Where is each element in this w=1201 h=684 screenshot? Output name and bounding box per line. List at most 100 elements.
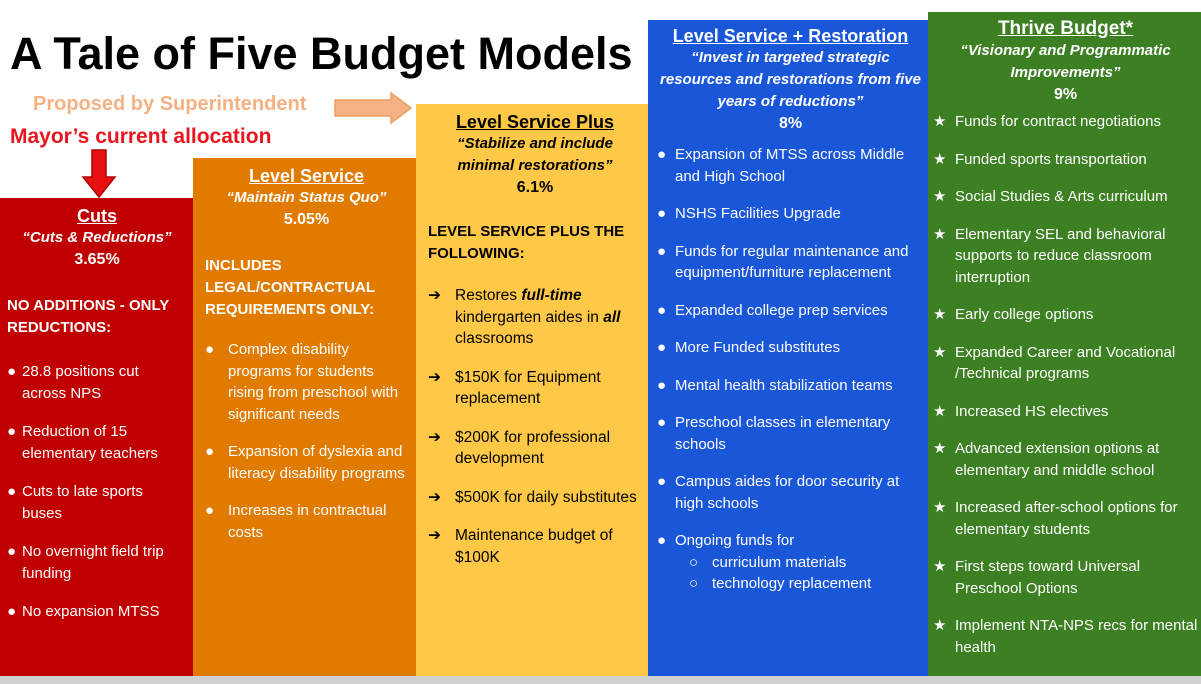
level-service-plus-list: ➔ Restores full-time kindergarten aides i… [428, 285, 642, 568]
list-item: ★ Elementary SEL and behavioral supports … [933, 225, 1166, 286]
list-item: ● Expanded college prep services [657, 300, 924, 322]
list-item: ★ Social Studies & Arts curriculum [932, 186, 1199, 208]
list-item: ● No overnight field trip funding [7, 543, 164, 582]
bullet-icon: ● [657, 473, 667, 490]
list-item: ★ Funded sports transportation [932, 149, 1199, 171]
column-percent: 8% [778, 115, 803, 132]
arrow-bullet-icon: ➔ [428, 488, 441, 506]
star-icon: ★ [933, 113, 947, 130]
list-item: ● Reduction of 15 elementary teachers [7, 423, 158, 462]
bullet-icon: ● [657, 146, 667, 163]
bullet-icon: ● [7, 363, 17, 380]
list-item: ● No expansion MTSS [7, 601, 187, 623]
column-intro: LEVEL SERVICE PLUS THE FOLLOWING: [428, 223, 625, 262]
list-item: ➔ Maintenance budget of $100K [428, 527, 613, 566]
column-tagline: “Invest in targeted strategic resources … [660, 49, 921, 110]
list-item: ★ Advanced extension options at elementar… [933, 440, 1160, 479]
star-icon: ★ [933, 440, 947, 457]
arrow-down-icon [81, 149, 117, 199]
bullet-icon: ● [657, 532, 667, 549]
list-item: ● 28.8 positions cut across NPS [7, 363, 139, 402]
bullet-icon: ● [657, 205, 667, 222]
list-item: ★ Increased HS electives [932, 401, 1199, 423]
bullet-icon: ● [657, 339, 667, 356]
list-item: ● More Funded substitutes [657, 337, 924, 359]
arrow-bullet-icon: ➔ [428, 368, 441, 386]
column-intro: INCLUDES LEGAL/CONTRACTUAL REQUIREMENTS … [205, 257, 375, 318]
thrive-budget-list: ★ Funds for contract negotiations ★ Funded… [932, 111, 1199, 658]
list-item: ★ Expanded Career and Vocational /Technic… [933, 343, 1176, 383]
list-item: ● Preschool classes in elementary schools [657, 414, 891, 453]
list-item: ➔ $200K for professional development [428, 428, 611, 468]
list-item: ● Campus aides for door security at high … [657, 473, 900, 512]
column-tagline: “Cuts & Reductions” [22, 229, 172, 246]
footer-bar [0, 676, 1201, 684]
arrow-bullet-icon: ➔ [428, 527, 441, 544]
sub-list-item: ○ curriculum materials [675, 552, 924, 574]
thrive-budget-column: Thrive Budget* “Visionary and Programmat… [928, 12, 1201, 676]
list-item: ● Expansion of dyslexia and literacy disa… [205, 443, 405, 482]
circle-bullet-icon: ○ [689, 575, 699, 592]
bullet-icon: ● [205, 502, 215, 519]
level-service-list: ● Complex disability programs for student… [205, 339, 408, 543]
page-title: A Tale of Five Budget Models [10, 28, 633, 79]
star-icon: ★ [933, 499, 947, 516]
list-item: ● NSHS Facilities Upgrade [657, 203, 924, 225]
bullet-icon: ● [7, 603, 17, 620]
bullet-icon: ● [657, 376, 667, 394]
column-name: Level Service Plus [455, 112, 615, 132]
restoration-list: ● Expansion of MTSS across Middle and Hig… [657, 144, 924, 595]
cuts-list: ● 28.8 positions cut across NPS ● Reductio… [7, 361, 187, 623]
bullet-icon: ● [7, 423, 17, 440]
list-item: ★ Funds for contract negotiations [932, 111, 1199, 133]
list-item: ★ Increased after-school options for elem… [933, 499, 1178, 538]
column-name: Cuts [77, 206, 117, 226]
list-item: ➔ $500K for daily substitutes [428, 487, 642, 509]
list-item: ● Complex disability programs for student… [205, 341, 399, 423]
list-item: ● Ongoing funds for ○ curriculum materials… [657, 530, 924, 595]
star-icon: ★ [933, 150, 947, 168]
bullet-icon: ● [7, 543, 17, 560]
star-icon: ★ [933, 617, 947, 634]
circle-bullet-icon: ○ [689, 553, 699, 571]
column-name: Level Service + Restoration [672, 26, 909, 46]
bullet-icon: ● [657, 242, 667, 260]
arrow-bullet-icon: ➔ [428, 287, 441, 304]
star-icon: ★ [933, 225, 947, 243]
star-icon: ★ [933, 402, 947, 420]
cuts-column: Cuts “Cuts & Reductions” 3.65% NO ADDITI… [0, 198, 193, 676]
list-item: ● Cuts to late sports buses [7, 483, 143, 522]
level-service-plus-column: Level Service Plus “Stabilize and includ… [416, 104, 648, 676]
column-tagline: “Visionary and Programmatic Improvements… [960, 42, 1171, 81]
column-tagline: “Maintain Status Quo” [226, 189, 387, 206]
list-item: ★ First steps toward Universal Preschool … [933, 558, 1141, 597]
list-item: ★ Early college options [932, 304, 1199, 326]
star-icon: ★ [933, 558, 947, 575]
star-icon: ★ [933, 188, 947, 205]
sub-list-item: ○ technology replacement [675, 573, 924, 595]
ongoing-funds-sublist: ○ curriculum materials ○ technology replac… [675, 552, 924, 595]
column-percent: 9% [1053, 86, 1078, 103]
bullet-icon: ● [657, 301, 667, 319]
column-percent: 5.05% [283, 211, 330, 228]
column-percent: 6.1% [516, 179, 554, 196]
list-item: ● Funds for regular maintenance and equip… [657, 242, 909, 282]
proposed-by-superintendent-label: Proposed by Superintendent [33, 93, 307, 115]
column-tagline: “Stabilize and include minimal restorati… [457, 135, 613, 174]
level-service-column: Level Service “Maintain Status Quo” 5.05… [193, 158, 416, 676]
bullet-icon: ● [7, 483, 17, 500]
bullet-icon: ● [205, 443, 215, 460]
arrow-bullet-icon: ➔ [428, 428, 441, 446]
list-item: ➔ Restores full-time kindergarten aides i… [428, 287, 621, 347]
column-name: Thrive Budget* [997, 18, 1134, 39]
star-icon: ★ [933, 306, 947, 323]
column-percent: 3.65% [74, 251, 120, 268]
list-item: ● Mental health stabilization teams [657, 375, 924, 397]
column-name: Level Service [248, 166, 365, 186]
bullet-icon: ● [205, 341, 215, 358]
list-item: ➔ $150K for Equipment replacement [428, 368, 601, 408]
column-intro: NO ADDITIONS - ONLY REDUCTIONS: [7, 297, 169, 336]
list-item: ★ Implement NTA-NPS recs for mental healt… [933, 617, 1198, 656]
restoration-column: Level Service + Restoration “Invest in t… [648, 20, 928, 676]
bullet-icon: ● [657, 414, 667, 431]
